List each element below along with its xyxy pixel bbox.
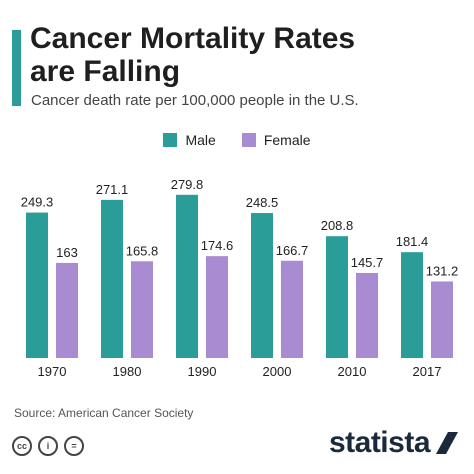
data-label-male-1980: 271.1 xyxy=(96,182,129,197)
bar-male-2010 xyxy=(326,236,348,358)
bar-female-2017 xyxy=(431,281,453,358)
data-label-male-2010: 208.8 xyxy=(321,218,354,233)
title-accent-bar xyxy=(12,30,21,106)
data-label-female-2000: 166.7 xyxy=(276,243,309,258)
legend-swatch-female xyxy=(241,133,256,147)
bar-chart: 249.3 163 1970 271.1 165.8 1980 279.8 174.6 1990… xyxy=(21,177,459,379)
x-tick-label-1980: 1980 xyxy=(113,364,142,379)
cc-icon[interactable]: cc xyxy=(12,436,32,456)
chart-legend: Male Female xyxy=(0,132,474,148)
legend-item-female: Female xyxy=(241,132,311,148)
data-label-female-2017: 131.2 xyxy=(426,263,459,278)
bar-male-1980 xyxy=(101,199,123,358)
x-tick-label-1990: 1990 xyxy=(188,364,217,379)
legend-label-male: Male xyxy=(185,132,216,148)
statista-mark-icon xyxy=(436,432,458,454)
bar-male-2017 xyxy=(401,252,423,358)
legend-label-female: Female xyxy=(263,132,311,148)
data-label-male-1970: 249.3 xyxy=(21,195,54,210)
no-derivatives-icon[interactable]: = xyxy=(64,436,84,456)
legend-item-male: Male xyxy=(163,132,216,148)
title-line-1: Cancer Mortality Rates xyxy=(30,22,356,55)
bar-female-1980 xyxy=(131,261,153,358)
data-label-female-1990: 174.6 xyxy=(201,238,234,253)
page-title: Cancer Mortality Rates are Falling xyxy=(30,22,450,88)
title-line-2: are Falling xyxy=(30,55,181,88)
brand-wordmark: statista xyxy=(328,426,431,459)
x-tick-label-2000: 2000 xyxy=(263,364,292,379)
data-label-male-2000: 248.5 xyxy=(246,195,279,210)
bar-female-2010 xyxy=(356,273,378,358)
data-label-female-1970: 163 xyxy=(56,245,78,260)
chart-subtitle: Cancer death rate per 100,000 people in … xyxy=(31,92,359,109)
x-tick-label-2017: 2017 xyxy=(413,364,442,379)
data-label-male-2017: 181.4 xyxy=(396,234,429,249)
attribution-icon[interactable]: i xyxy=(38,436,58,456)
x-tick-label-1970: 1970 xyxy=(38,364,67,379)
bar-male-2000 xyxy=(251,213,273,358)
data-label-female-2010: 145.7 xyxy=(351,255,384,270)
data-label-male-1990: 279.8 xyxy=(171,177,204,192)
bar-male-1970 xyxy=(26,212,48,358)
x-tick-label-2010: 2010 xyxy=(338,364,367,379)
bar-female-2000 xyxy=(281,260,303,358)
source-note: Source: American Cancer Society xyxy=(14,406,194,420)
legend-swatch-male xyxy=(163,133,178,147)
data-label-female-1980: 165.8 xyxy=(126,243,159,258)
statista-logo[interactable]: statista xyxy=(329,426,460,460)
bar-female-1990 xyxy=(206,256,228,358)
bar-female-1970 xyxy=(56,262,78,358)
license-icons: cc i = xyxy=(12,436,84,456)
bar-male-1990 xyxy=(176,194,198,358)
